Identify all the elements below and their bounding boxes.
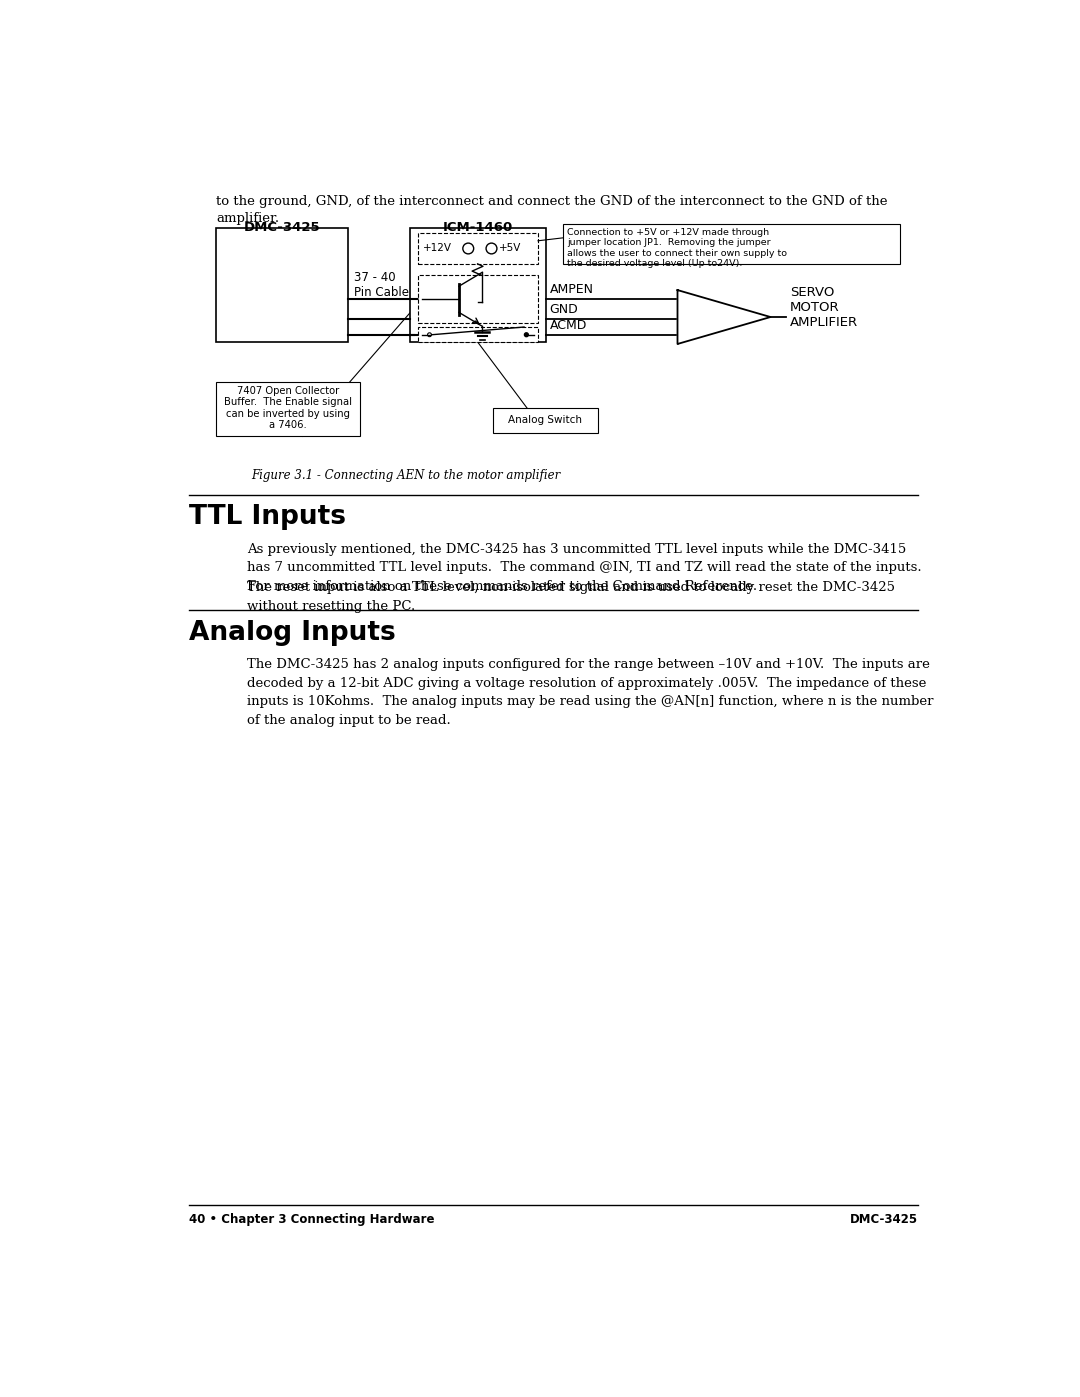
Text: ICM-1460: ICM-1460 [443,221,513,233]
Text: +5V: +5V [499,243,522,253]
Circle shape [525,332,528,337]
Text: GND: GND [550,303,579,316]
Bar [494,408,597,433]
Text: The DMC-3425 has 2 analog inputs configured for the range between –10V and +10V.: The DMC-3425 has 2 analog inputs configu… [247,658,934,726]
Text: DMC-3425: DMC-3425 [244,221,321,233]
Text: 7407 Open Collector
Buffer.  The Enable signal
can be inverted by using
a 7406.: 7407 Open Collector Buffer. The Enable s… [224,386,352,430]
Text: +12V: +12V [423,243,453,253]
Text: 37 - 40
Pin Cable: 37 - 40 Pin Cable [354,271,409,299]
Text: SERVO
MOTOR
AMPLIFIER: SERVO MOTOR AMPLIFIER [789,286,858,330]
Text: Connection to +5V or +12V made through
jumper location JP1.  Removing the jumper: Connection to +5V or +12V made through j… [567,228,787,268]
Text: The reset input is also a TTL level, non-isolated signal and is used to locally : The reset input is also a TTL level, non… [247,581,895,613]
Text: to the ground, GND, of the interconnect and connect the GND of the interconnect : to the ground, GND, of the interconnect … [216,194,888,208]
Bar [563,224,900,264]
Bar [216,229,348,342]
Bar [418,233,538,264]
Bar [418,327,538,342]
Text: Analog Inputs: Analog Inputs [189,620,396,645]
Text: Figure 3.1 - Connecting AEN to the motor amplifier: Figure 3.1 - Connecting AEN to the motor… [252,469,561,482]
Text: amplifier.: amplifier. [216,211,280,225]
Polygon shape [677,291,770,344]
Bar [216,383,360,436]
Text: ACMD: ACMD [550,319,588,331]
Bar [410,229,545,342]
Text: AMPEN: AMPEN [550,284,594,296]
Text: As previously mentioned, the DMC-3425 has 3 uncommitted TTL level inputs while t: As previously mentioned, the DMC-3425 ha… [247,542,922,592]
Text: Analog Switch: Analog Switch [509,415,582,425]
Text: 40 • Chapter 3 Connecting Hardware: 40 • Chapter 3 Connecting Hardware [189,1213,435,1225]
Text: TTL Inputs: TTL Inputs [189,504,347,529]
Text: DMC-3425: DMC-3425 [850,1213,918,1225]
Bar [418,275,538,323]
